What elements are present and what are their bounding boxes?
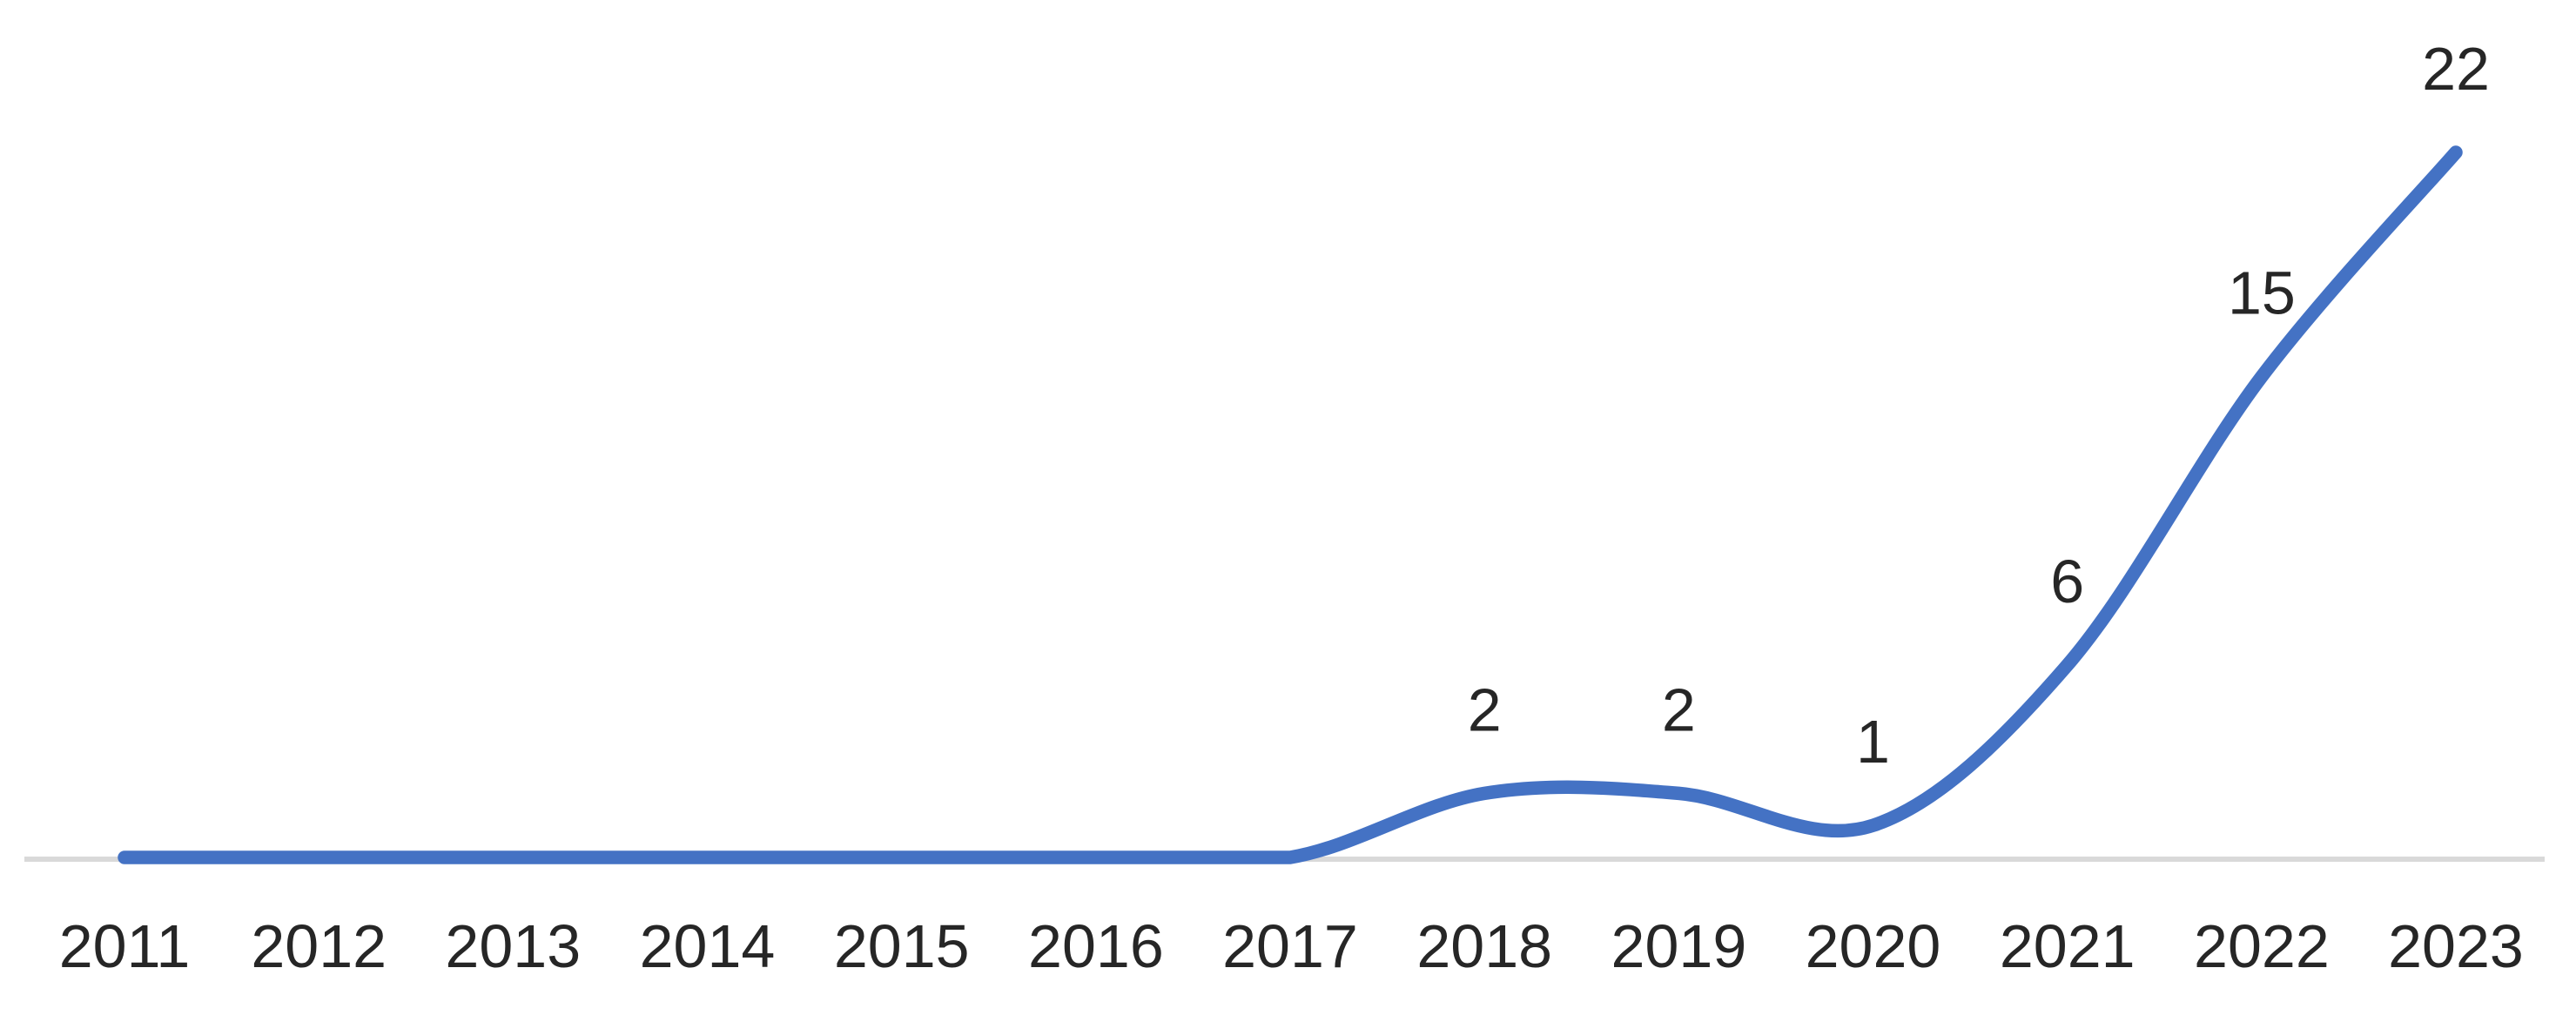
x-axis-label: 2021 [2000, 912, 2135, 980]
x-axis-label: 2013 [445, 912, 581, 980]
data-label: 2 [1468, 676, 1502, 743]
x-axis-label: 2016 [1028, 912, 1164, 980]
x-axis-label: 2020 [1806, 912, 1941, 980]
data-label: 1 [1856, 708, 1890, 776]
data-label: 6 [2050, 548, 2084, 615]
x-axis-label: 2018 [1416, 912, 1552, 980]
data-label: 22 [2422, 35, 2490, 103]
data-label: 2 [1662, 676, 1696, 743]
series-line [118, 145, 2463, 864]
x-axis-label: 2022 [2194, 912, 2330, 980]
x-axis-label: 2014 [640, 912, 776, 980]
x-axis-label: 2023 [2388, 912, 2524, 980]
x-axis-label: 2017 [1222, 912, 1358, 980]
x-axis-label: 2011 [59, 912, 191, 980]
x-axis-label: 2019 [1611, 912, 1747, 980]
data-label: 15 [2228, 259, 2296, 327]
x-axis-label: 2015 [834, 912, 970, 980]
x-axis-label: 2012 [251, 912, 387, 980]
